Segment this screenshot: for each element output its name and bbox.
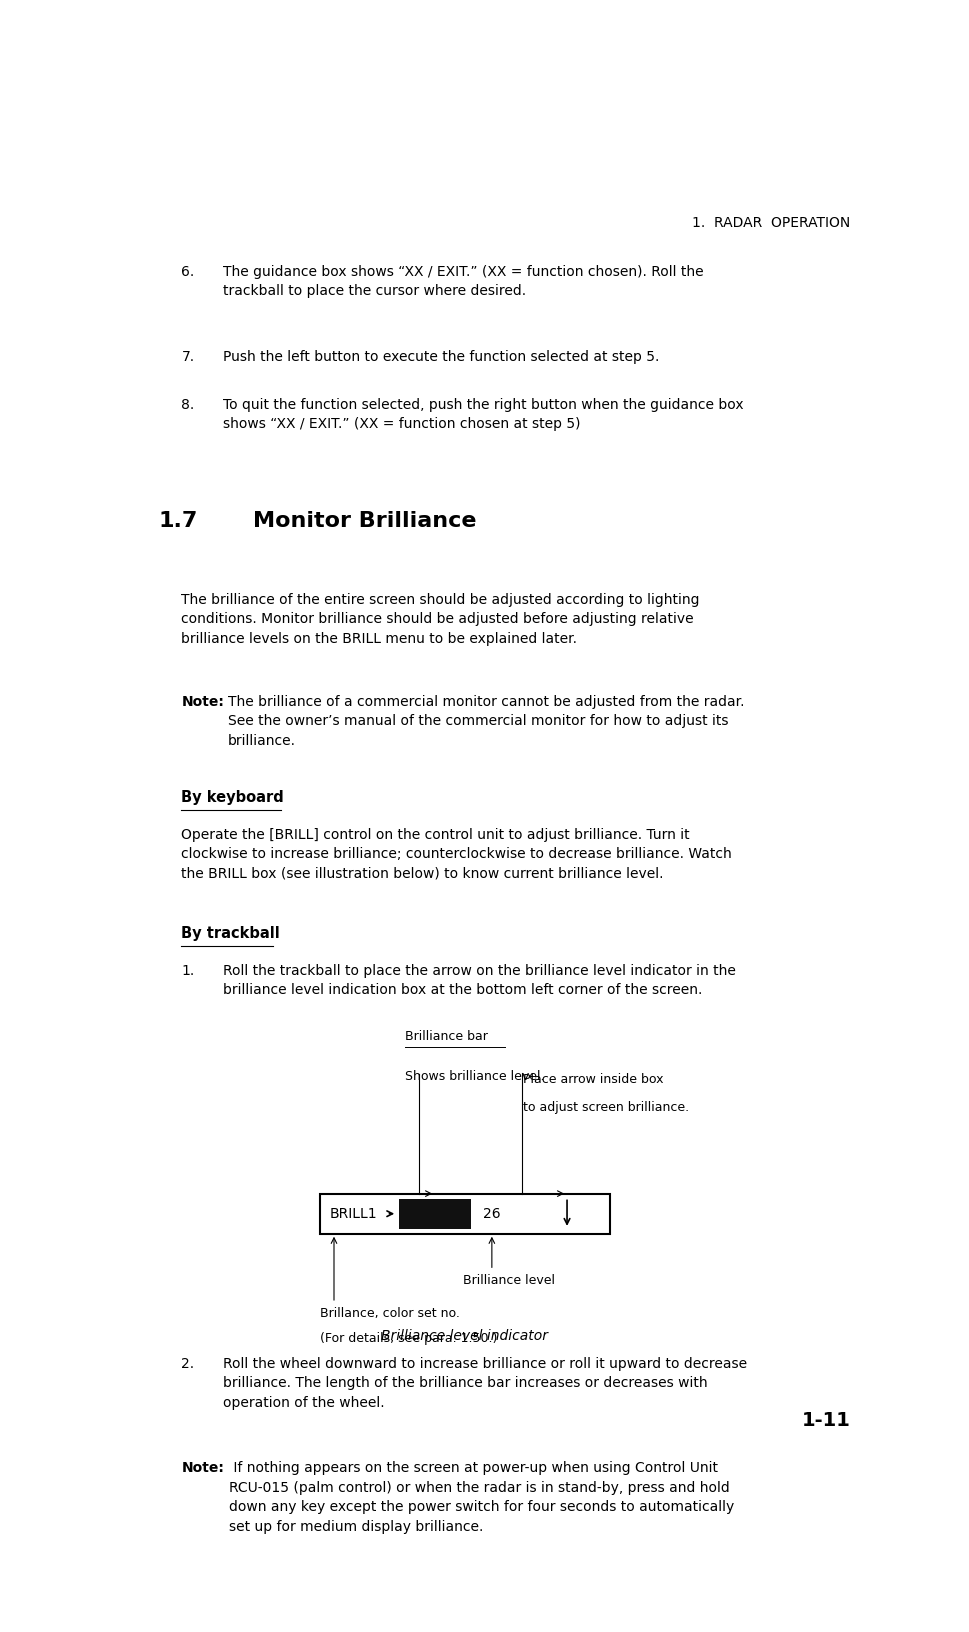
Bar	[399, 1198, 470, 1229]
Text: Roll the wheel downward to increase brilliance or roll it upward to decrease
bri: Roll the wheel downward to increase bril…	[223, 1356, 746, 1410]
Text: Monitor Brilliance: Monitor Brilliance	[253, 511, 476, 532]
Text: to adjust screen brilliance.: to adjust screen brilliance.	[523, 1100, 689, 1113]
Text: (For details, see para. 1.50.): (For details, see para. 1.50.)	[320, 1332, 497, 1345]
Text: By trackball: By trackball	[181, 925, 280, 942]
Text: The guidance box shows “XX / EXIT.” (XX = function chosen). Roll the
trackball t: The guidance box shows “XX / EXIT.” (XX …	[223, 264, 703, 299]
Text: Place arrow inside box: Place arrow inside box	[523, 1072, 663, 1085]
Text: The brilliance of the entire screen should be adjusted according to lighting
con: The brilliance of the entire screen shou…	[181, 592, 700, 646]
Text: Operate the [BRILL] control on the control unit to adjust brilliance. Turn it
cl: Operate the [BRILL] control on the contr…	[181, 827, 732, 881]
Text: By keyboard: By keyboard	[181, 790, 284, 805]
Text: Note:: Note:	[181, 1461, 224, 1475]
Text: Brilliance bar: Brilliance bar	[405, 1030, 487, 1043]
Text: Brilliance level indicator: Brilliance level indicator	[381, 1330, 547, 1343]
Text: 8.: 8.	[181, 398, 195, 413]
Text: BRILL1: BRILL1	[329, 1206, 377, 1221]
Text: If nothing appears on the screen at power-up when using Control Unit
RCU-015 (pa: If nothing appears on the screen at powe…	[229, 1461, 734, 1534]
Text: Brillance, color set no.: Brillance, color set no.	[320, 1307, 460, 1320]
Text: 26: 26	[483, 1206, 500, 1221]
Text: 1.7: 1.7	[159, 511, 198, 532]
Text: The brilliance of a commercial monitor cannot be adjusted from the radar.
See th: The brilliance of a commercial monitor c…	[228, 695, 744, 747]
Text: Roll the trackball to place the arrow on the brilliance level indicator in the
b: Roll the trackball to place the arrow on…	[223, 963, 735, 997]
Bar	[320, 1193, 610, 1234]
Text: 2.: 2.	[181, 1356, 195, 1371]
Text: Shows brilliance level.: Shows brilliance level.	[405, 1071, 545, 1084]
Text: Push the left button to execute the function selected at step 5.: Push the left button to execute the func…	[223, 351, 658, 364]
Text: 1-11: 1-11	[800, 1410, 850, 1430]
Text: 6.: 6.	[181, 264, 195, 279]
Text: Brilliance level: Brilliance level	[463, 1275, 554, 1288]
Text: 1.: 1.	[181, 963, 195, 978]
Text: To quit the function selected, push the right button when the guidance box
shows: To quit the function selected, push the …	[223, 398, 742, 431]
Text: Note:: Note:	[181, 695, 224, 708]
Text: 7.: 7.	[181, 351, 195, 364]
Text: 1.  RADAR  OPERATION: 1. RADAR OPERATION	[692, 215, 850, 230]
